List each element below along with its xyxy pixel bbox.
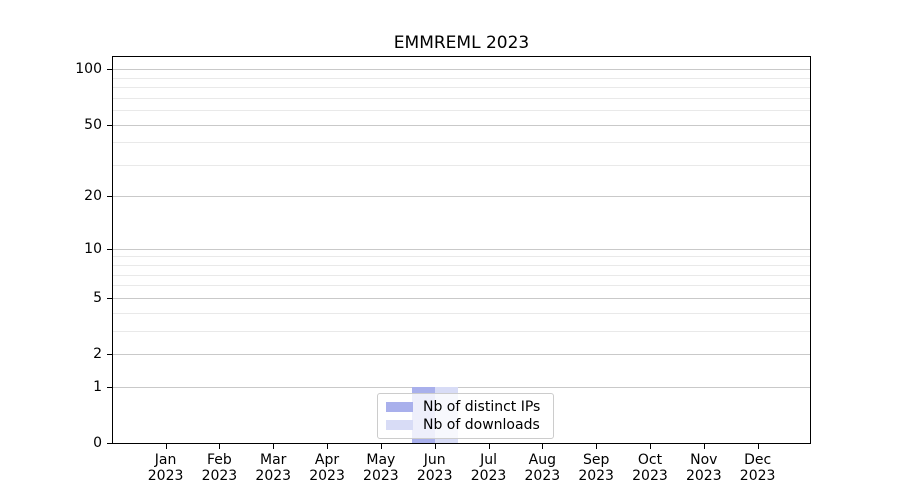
x-axis-tick-mark [219, 444, 221, 449]
legend-swatch-distinct-ips [386, 402, 413, 412]
gridline-minor [113, 256, 810, 258]
y-axis-tick-mark [107, 298, 113, 299]
y-axis-tick-mark [107, 196, 113, 197]
gridline-minor [113, 97, 810, 99]
x-axis-tick-label: Jan 2023 [147, 452, 184, 484]
y-axis-tick-label: 20 [84, 188, 102, 205]
gridline-major [113, 386, 810, 388]
gridline-minor [113, 77, 810, 79]
y-axis-tick-label: 1 [93, 378, 102, 395]
legend-label-distinct-ips: Nb of distinct IPs [423, 399, 541, 415]
gridline-major [113, 69, 810, 71]
x-axis-tick-label: May 2023 [363, 452, 399, 484]
gridline-major [113, 354, 810, 355]
gridline-major [113, 297, 810, 299]
plot-area [112, 56, 811, 444]
legend: Nb of distinct IPs Nb of downloads [377, 393, 554, 439]
x-axis-tick-label: Jun 2023 [416, 452, 453, 484]
gridline-minor [113, 330, 810, 332]
x-axis-tick-label: Dec 2023 [739, 452, 776, 484]
chart-title: EMMREML 2023 [393, 33, 530, 53]
y-axis-tick-label: 2 [93, 346, 102, 362]
x-axis-tick-mark [380, 444, 382, 449]
x-axis-tick-label: Oct 2023 [632, 452, 668, 484]
x-axis-tick-mark [434, 444, 436, 449]
gridline-minor [113, 265, 810, 267]
gridline-minor [113, 285, 810, 287]
y-axis-tick-label: 50 [84, 116, 102, 133]
x-axis-tick-label: Mar 2023 [255, 452, 292, 484]
y-axis-tick-mark [107, 249, 113, 250]
x-axis-tick-mark [488, 444, 490, 449]
legend-swatch-downloads [386, 420, 413, 430]
x-axis-tick-mark [703, 444, 705, 449]
x-axis-tick-label: Nov 2023 [685, 452, 722, 484]
x-axis-tick-label: Apr 2023 [309, 452, 345, 484]
x-axis-tick-mark [327, 444, 329, 449]
gridline-major [113, 124, 810, 126]
x-axis-tick-label: Sep 2023 [578, 452, 614, 484]
legend-label-downloads: Nb of downloads [423, 417, 540, 433]
y-axis-tick-label: 10 [84, 240, 102, 257]
gridline-major [113, 196, 810, 198]
x-axis-tick-mark [596, 444, 598, 449]
legend-item-downloads: Nb of downloads [386, 416, 545, 434]
gridline-minor [113, 164, 810, 166]
y-axis-tick-mark [107, 69, 113, 70]
y-axis-tick-label: 0 [93, 435, 102, 451]
y-axis-tick-label: 5 [93, 289, 102, 306]
x-axis-tick-mark [273, 444, 275, 449]
x-axis-tick-label: Feb 2023 [201, 452, 238, 484]
gridline-minor [113, 87, 810, 89]
x-axis-tick-mark [165, 444, 167, 449]
y-axis-tick-label: 100 [75, 61, 102, 78]
gridline-minor [113, 110, 810, 112]
gridline-minor [113, 274, 810, 276]
gridline-minor [113, 142, 810, 144]
x-axis-tick-label: Jul 2023 [470, 452, 507, 484]
gridline-minor [113, 312, 810, 314]
y-axis-tick-mark [107, 354, 113, 355]
x-axis-tick-mark [649, 444, 651, 449]
x-axis-tick-mark [542, 444, 544, 449]
x-axis-tick-label: Aug 2023 [524, 452, 561, 484]
x-axis-tick-mark [757, 444, 759, 449]
gridline-major [113, 248, 810, 250]
y-axis-tick-mark [107, 443, 113, 444]
legend-item-distinct-ips: Nb of distinct IPs [386, 398, 545, 416]
y-axis-tick-mark [107, 387, 113, 388]
y-axis-tick-mark [107, 125, 113, 126]
